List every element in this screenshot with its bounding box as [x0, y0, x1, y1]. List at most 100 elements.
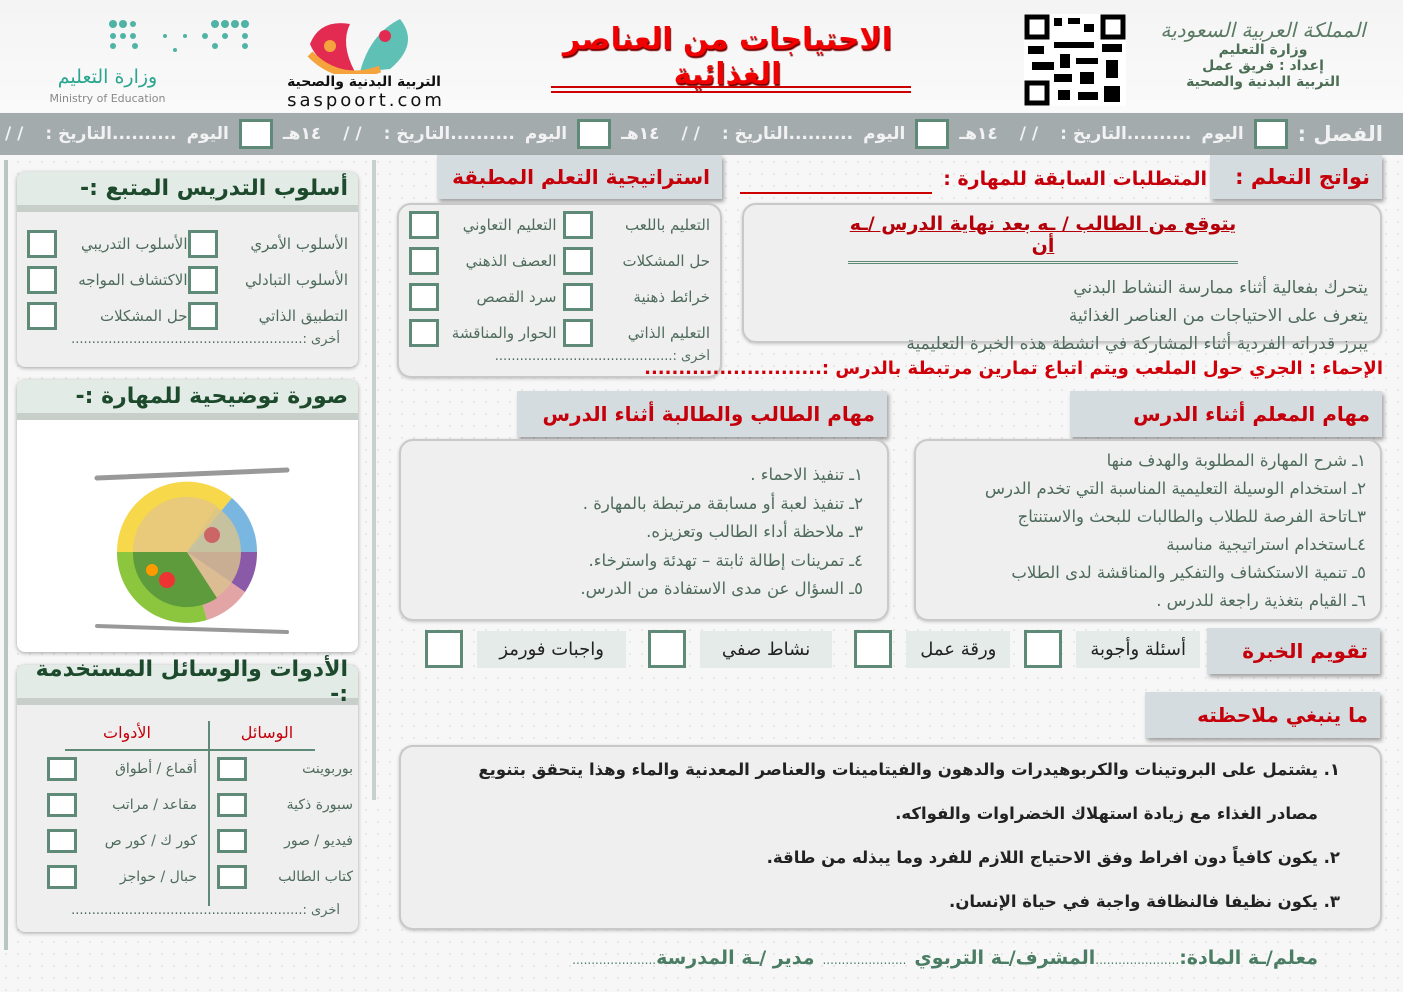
outcome-item: يتعرف على الاحتياجات من العناصر الغذائية: [1068, 306, 1368, 326]
date-label: ..........التاريخ :: [45, 124, 177, 144]
tools-other[interactable]: أخرى :..................................…: [71, 903, 340, 918]
hijri-suffix: ١٤هـ: [621, 124, 660, 144]
checkbox[interactable]: [187, 230, 218, 258]
note-item: ٢. يكون كافياً دون افراط وفق الاحتياج ال…: [766, 848, 1340, 867]
checkbox[interactable]: [187, 302, 218, 330]
date-slashes[interactable]: / /: [343, 124, 362, 144]
media-option[interactable]: فيديو / صور: [217, 829, 353, 853]
strategy-header: استراتيجية التعلم المطبقة: [437, 155, 722, 199]
checkbox[interactable]: [562, 319, 593, 347]
strategy-option[interactable]: خرائط ذهنية: [562, 283, 710, 311]
checkbox[interactable]: [647, 630, 686, 668]
tool-option[interactable]: مقاعد / مراتب: [47, 793, 197, 817]
checkbox[interactable]: [425, 630, 464, 668]
tool-option[interactable]: حبال / حواجز: [47, 865, 197, 889]
class-label: الفصل :: [1297, 122, 1383, 146]
healthy-plate-icon: [94, 467, 290, 634]
checkbox[interactable]: [217, 865, 247, 889]
qr-code-icon: [1024, 14, 1126, 106]
strategy-option[interactable]: العصف الذهني: [409, 247, 557, 275]
checkbox[interactable]: [187, 266, 218, 294]
style-option[interactable]: حل المشكلات: [27, 302, 188, 330]
pe-logo-text: التربية البدنية والصحية: [287, 74, 441, 90]
style-option[interactable]: الاكتشاف المواجه: [27, 266, 188, 294]
checkbox[interactable]: [217, 829, 247, 853]
media-option[interactable]: كتاب الطالب: [217, 865, 353, 889]
date-slashes[interactable]: / /: [681, 124, 700, 144]
teacher-task: ٤ـاستخدام استراتيجية مناسبة: [1166, 535, 1366, 554]
day-box[interactable]: [238, 119, 273, 149]
style-option[interactable]: الأسلوب الأمري: [187, 230, 348, 258]
date-bar: الفصل : اليوم ..........التاريخ : / / ١٤…: [0, 113, 1403, 155]
strategy-box: التعليم باللعب التعليم التعاوني حل المشك…: [397, 203, 722, 378]
kingdom-text: المملكة العربية السعودية: [1160, 18, 1366, 42]
eval-qa: أسئلة وأجوبة: [1076, 630, 1200, 668]
tool-option[interactable]: أقماع / أطواق: [47, 757, 197, 781]
eval-class-activity: نشاط صفي: [699, 630, 833, 668]
supervisor-signature-label: المشرف/ـة التربوي: [914, 947, 1096, 969]
hijri-suffix: ١٤هـ: [959, 124, 998, 144]
style-other[interactable]: أخرى :..................................…: [71, 332, 340, 347]
day-box[interactable]: [915, 119, 950, 149]
day-label: اليوم: [1201, 124, 1244, 144]
style-option[interactable]: الأسلوب التبادلي: [187, 266, 348, 294]
teacher-task: ٣ـاتاحة الفرصة للطلاب والطالبات للبحث وا…: [1017, 507, 1366, 526]
strategy-option[interactable]: الحوار والمناقشة: [409, 319, 557, 347]
checkbox[interactable]: [217, 757, 247, 781]
signature-line[interactable]: ......................: [572, 953, 657, 967]
strategy-option[interactable]: التعليم الذاتي: [562, 319, 710, 347]
checkbox[interactable]: [562, 283, 593, 311]
checkbox[interactable]: [47, 829, 77, 853]
checkbox[interactable]: [409, 319, 439, 347]
teacher-task: ٦ـ القيام بتغذية راجعة للدرس .: [1156, 591, 1366, 610]
checkbox[interactable]: [854, 630, 893, 668]
checkbox[interactable]: [562, 247, 593, 275]
checkbox[interactable]: [1024, 630, 1063, 668]
checkbox[interactable]: [47, 757, 77, 781]
evaluation-options: أسئلة وأجوبة ورقة عمل نشاط صفي واجبات فو…: [425, 630, 1200, 668]
class-box[interactable]: [1253, 119, 1288, 149]
illustration-header: صورة توضيحية للمهارة :-: [17, 380, 358, 420]
student-task: ٥ـ السؤال عن مدى الاستفادة من الدرس.: [580, 579, 863, 598]
checkbox[interactable]: [47, 793, 77, 817]
site-url: saspoort.com: [287, 90, 445, 111]
prereq-input-line[interactable]: [740, 192, 932, 194]
date-slashes[interactable]: / /: [1019, 124, 1039, 144]
checkbox[interactable]: [27, 302, 57, 330]
strategy-option[interactable]: سرد القصص: [409, 283, 557, 311]
style-option[interactable]: التطبيق الذاتي: [187, 302, 348, 330]
day-label: اليوم: [186, 124, 229, 144]
moe-logo-ar: وزارة التعليم: [57, 66, 158, 88]
tools-panel: الأدوات والوسائل المستخدمة :- الوسائل ال…: [17, 657, 358, 932]
teacher-task: ٥ـ تنمية الاستكشاف والتفكير والمناقشة لد…: [1011, 563, 1366, 582]
date-slashes[interactable]: / /: [4, 124, 24, 144]
checkbox[interactable]: [562, 211, 593, 239]
strategy-other[interactable]: أخرى :..................................…: [494, 349, 710, 364]
tools-divider: [208, 721, 210, 906]
checkbox[interactable]: [47, 865, 77, 889]
page-title: الاحتياجات من العناصر الغذائية: [562, 22, 893, 92]
strategy-option[interactable]: حل المشكلات: [562, 247, 710, 275]
signature-line[interactable]: ......................: [1095, 953, 1180, 967]
eval-worksheet: ورقة عمل: [906, 630, 1011, 668]
checkbox[interactable]: [409, 283, 439, 311]
style-option[interactable]: الأسلوب التدريبي: [27, 230, 188, 258]
tools-header: الأدوات والوسائل المستخدمة :-: [17, 657, 358, 707]
checkbox[interactable]: [409, 211, 439, 239]
strategy-option[interactable]: التعليم التعاوني: [409, 211, 557, 239]
media-option[interactable]: بوربوينت: [217, 757, 353, 781]
strategy-option[interactable]: التعليم باللعب: [562, 211, 710, 239]
tool-option[interactable]: كور ك / كور ص: [47, 829, 197, 853]
illustration-panel: صورة توضيحية للمهارة :-: [17, 380, 358, 652]
checkbox[interactable]: [217, 793, 247, 817]
student-task: ٢ـ تنفيذ لعبة أو مسابقة مرتبطة بالمهارة …: [582, 493, 863, 513]
signature-line[interactable]: ......................: [822, 953, 907, 967]
media-option[interactable]: سبورة ذكية: [217, 793, 353, 817]
tools-header-line: [65, 749, 315, 751]
warmup-text: الإحماء : الجري حول الملعب ويتم اتباع تم…: [644, 358, 1383, 379]
teacher-task: ١ـ شرح المهارة المطلوبة والهدف منها: [1106, 451, 1366, 470]
day-box[interactable]: [577, 119, 612, 149]
checkbox[interactable]: [27, 266, 57, 294]
checkbox[interactable]: [27, 230, 57, 258]
checkbox[interactable]: [409, 247, 439, 275]
